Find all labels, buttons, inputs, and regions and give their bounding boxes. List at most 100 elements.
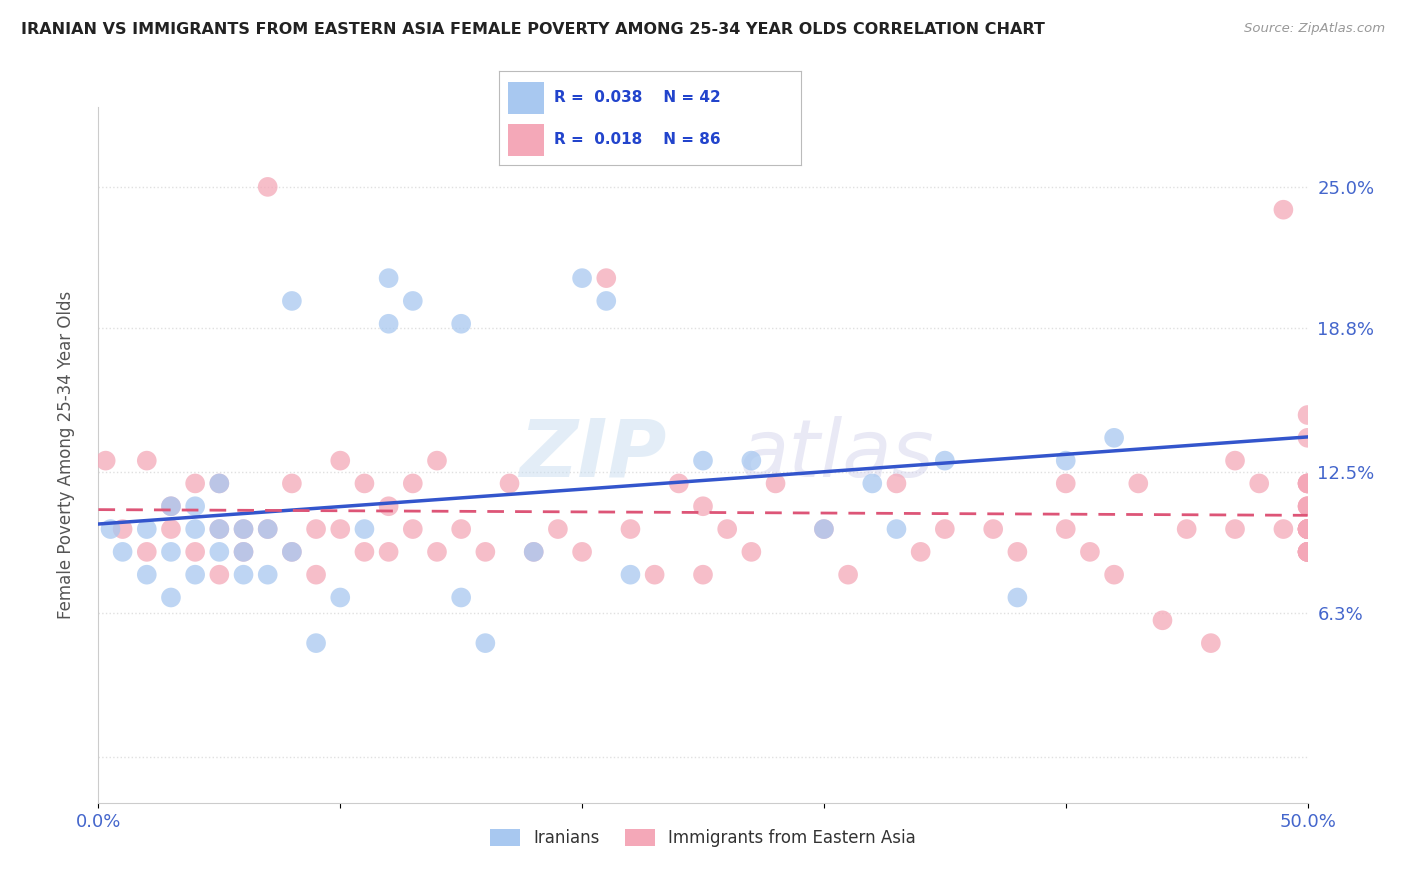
Point (1296, 545, 1319, 559)
Point (1296, 545, 1319, 559)
Point (160, 500, 183, 514)
Point (426, 545, 449, 559)
Text: ZIP: ZIP (519, 416, 666, 494)
Point (934, 522, 956, 536)
Point (329, 453, 352, 467)
Point (160, 522, 183, 536)
Point (353, 476, 375, 491)
Point (910, 545, 932, 559)
Point (1175, 522, 1198, 536)
Point (1078, 545, 1101, 559)
Point (619, 567, 641, 582)
Point (353, 545, 375, 559)
Point (377, 317, 399, 331)
Point (256, 522, 278, 536)
Point (232, 522, 254, 536)
Point (1296, 408, 1319, 422)
Point (281, 545, 304, 559)
Point (281, 293, 304, 308)
Point (1128, 476, 1150, 491)
Point (111, 545, 134, 559)
Point (1296, 545, 1319, 559)
Point (305, 636, 328, 650)
Point (329, 522, 352, 536)
Point (1223, 522, 1246, 536)
Point (523, 545, 546, 559)
Text: R =  0.038    N = 42: R = 0.038 N = 42 (554, 90, 720, 105)
Text: R =  0.018    N = 86: R = 0.018 N = 86 (554, 132, 720, 147)
Point (1054, 453, 1077, 467)
Point (1054, 476, 1077, 491)
Point (208, 567, 231, 582)
Point (402, 522, 425, 536)
Point (595, 271, 617, 285)
Point (100, 522, 122, 536)
Point (1102, 431, 1125, 445)
Bar (508, 82, 544, 113)
Point (160, 500, 183, 514)
Point (474, 636, 496, 650)
Bar (508, 124, 544, 156)
Point (1249, 476, 1271, 491)
Point (813, 522, 835, 536)
Point (1296, 476, 1319, 491)
Point (1296, 476, 1319, 491)
Text: Source: ZipAtlas.com: Source: ZipAtlas.com (1244, 22, 1385, 36)
Point (765, 476, 787, 491)
Point (1007, 545, 1029, 559)
Point (716, 522, 738, 536)
Point (160, 545, 183, 559)
Point (135, 567, 157, 582)
Point (1296, 500, 1319, 514)
Point (353, 522, 375, 536)
Point (886, 522, 908, 536)
Point (668, 476, 690, 491)
Legend: Iranians, Immigrants from Eastern Asia: Iranians, Immigrants from Eastern Asia (484, 822, 922, 854)
Point (1152, 613, 1174, 627)
Point (740, 545, 762, 559)
Point (1199, 636, 1222, 650)
Point (184, 522, 207, 536)
Point (1272, 202, 1295, 217)
Point (571, 545, 593, 559)
Point (135, 545, 157, 559)
Point (1296, 500, 1319, 514)
Point (886, 476, 908, 491)
Point (1054, 522, 1077, 536)
Point (523, 545, 546, 559)
Point (208, 476, 231, 491)
Point (232, 567, 254, 582)
Point (1296, 500, 1319, 514)
Point (450, 591, 472, 605)
Point (740, 453, 762, 467)
Point (619, 522, 641, 536)
Point (281, 545, 304, 559)
Point (1296, 522, 1319, 536)
Point (692, 567, 714, 582)
Point (1296, 476, 1319, 491)
Point (256, 567, 278, 582)
Point (474, 545, 496, 559)
Point (1296, 522, 1319, 536)
Point (571, 271, 593, 285)
Point (1296, 545, 1319, 559)
Point (402, 293, 425, 308)
Point (305, 567, 328, 582)
Point (1296, 545, 1319, 559)
Point (934, 453, 956, 467)
Point (305, 522, 328, 536)
Point (208, 476, 231, 491)
Point (184, 500, 207, 514)
Point (111, 522, 134, 536)
Point (813, 522, 835, 536)
Point (1296, 522, 1319, 536)
Point (208, 522, 231, 536)
Point (208, 522, 231, 536)
Point (184, 545, 207, 559)
Point (981, 522, 1004, 536)
Point (232, 522, 254, 536)
Point (644, 567, 666, 582)
Point (256, 522, 278, 536)
Point (184, 476, 207, 491)
Point (450, 522, 472, 536)
